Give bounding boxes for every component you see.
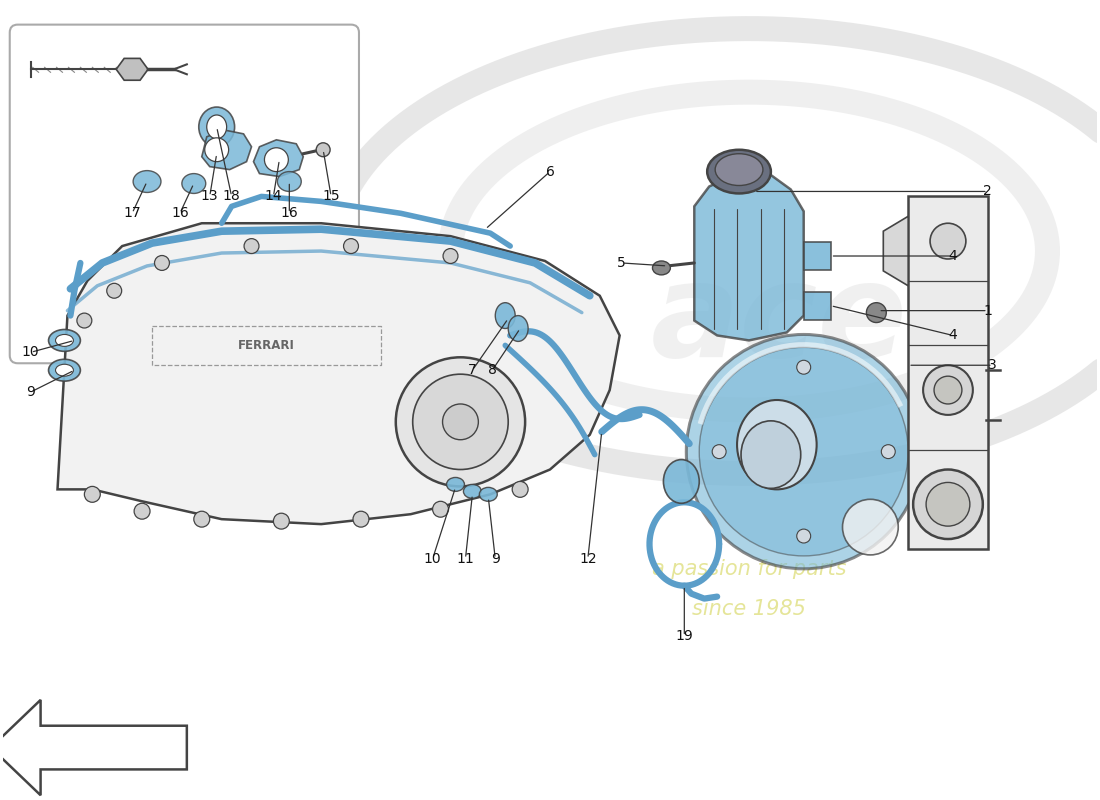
- Text: 12: 12: [579, 552, 596, 566]
- Circle shape: [264, 148, 288, 171]
- Circle shape: [343, 238, 359, 254]
- Text: 11: 11: [456, 552, 474, 566]
- Ellipse shape: [447, 478, 464, 491]
- Circle shape: [134, 503, 150, 519]
- Text: since 1985: since 1985: [692, 598, 806, 618]
- Circle shape: [443, 249, 458, 263]
- Ellipse shape: [199, 107, 234, 146]
- Ellipse shape: [133, 170, 161, 193]
- Circle shape: [934, 376, 961, 404]
- Ellipse shape: [508, 315, 528, 342]
- Circle shape: [796, 529, 811, 543]
- Ellipse shape: [55, 334, 74, 346]
- Ellipse shape: [495, 302, 515, 329]
- Circle shape: [353, 511, 369, 527]
- Ellipse shape: [182, 174, 206, 194]
- Text: 18: 18: [222, 190, 241, 203]
- Text: 10: 10: [22, 346, 40, 359]
- Text: 3: 3: [989, 358, 997, 372]
- Circle shape: [412, 374, 508, 470]
- Circle shape: [244, 238, 258, 254]
- Text: a passion for parts: a passion for parts: [651, 559, 846, 579]
- Ellipse shape: [707, 150, 771, 194]
- Circle shape: [913, 470, 982, 539]
- FancyBboxPatch shape: [10, 25, 359, 363]
- Circle shape: [843, 499, 899, 555]
- Text: 10: 10: [424, 552, 441, 566]
- Circle shape: [154, 255, 169, 270]
- Circle shape: [700, 347, 909, 556]
- Polygon shape: [253, 140, 304, 177]
- Circle shape: [923, 366, 972, 415]
- Ellipse shape: [277, 171, 301, 191]
- Text: 13: 13: [201, 190, 219, 203]
- Text: 17: 17: [123, 206, 141, 220]
- Polygon shape: [57, 223, 619, 524]
- Text: 16: 16: [170, 206, 189, 220]
- Circle shape: [881, 445, 895, 458]
- Ellipse shape: [48, 330, 80, 351]
- Circle shape: [442, 404, 478, 440]
- Ellipse shape: [663, 459, 700, 503]
- Text: 4: 4: [948, 329, 957, 342]
- Ellipse shape: [207, 115, 227, 139]
- Circle shape: [77, 313, 91, 328]
- Circle shape: [926, 482, 970, 526]
- Ellipse shape: [48, 359, 80, 381]
- Text: aces: aces: [651, 257, 987, 384]
- Polygon shape: [201, 130, 252, 170]
- Text: 7: 7: [468, 363, 476, 378]
- Circle shape: [867, 302, 887, 322]
- Circle shape: [274, 514, 289, 529]
- Polygon shape: [0, 700, 187, 795]
- Text: 14: 14: [265, 190, 283, 203]
- Polygon shape: [804, 242, 830, 270]
- Ellipse shape: [55, 364, 74, 376]
- Text: 1: 1: [983, 304, 992, 318]
- Ellipse shape: [463, 485, 482, 498]
- Text: FERRARI: FERRARI: [238, 339, 295, 352]
- Text: 9: 9: [26, 385, 35, 399]
- Circle shape: [931, 223, 966, 259]
- Circle shape: [194, 511, 210, 527]
- Text: 8: 8: [488, 363, 497, 378]
- Polygon shape: [883, 216, 909, 286]
- Ellipse shape: [737, 400, 816, 490]
- Circle shape: [796, 360, 811, 374]
- Circle shape: [686, 334, 921, 569]
- Circle shape: [205, 138, 229, 162]
- Circle shape: [107, 283, 122, 298]
- Text: 16: 16: [280, 206, 298, 220]
- Text: 6: 6: [546, 165, 554, 178]
- Circle shape: [513, 482, 528, 498]
- Polygon shape: [694, 174, 804, 341]
- Polygon shape: [804, 292, 830, 319]
- Polygon shape: [117, 58, 148, 80]
- Circle shape: [712, 445, 726, 458]
- Ellipse shape: [652, 261, 670, 275]
- Ellipse shape: [715, 154, 763, 186]
- Circle shape: [316, 142, 330, 157]
- Ellipse shape: [741, 421, 801, 488]
- Circle shape: [85, 486, 100, 502]
- Circle shape: [396, 358, 525, 486]
- Text: 2: 2: [983, 185, 992, 198]
- Text: 19: 19: [675, 630, 693, 643]
- Text: 15: 15: [322, 190, 340, 203]
- Text: 4: 4: [948, 249, 957, 263]
- Text: 9: 9: [491, 552, 499, 566]
- Text: 5: 5: [617, 256, 626, 270]
- Polygon shape: [909, 197, 988, 549]
- Ellipse shape: [480, 487, 497, 502]
- Circle shape: [432, 502, 449, 517]
